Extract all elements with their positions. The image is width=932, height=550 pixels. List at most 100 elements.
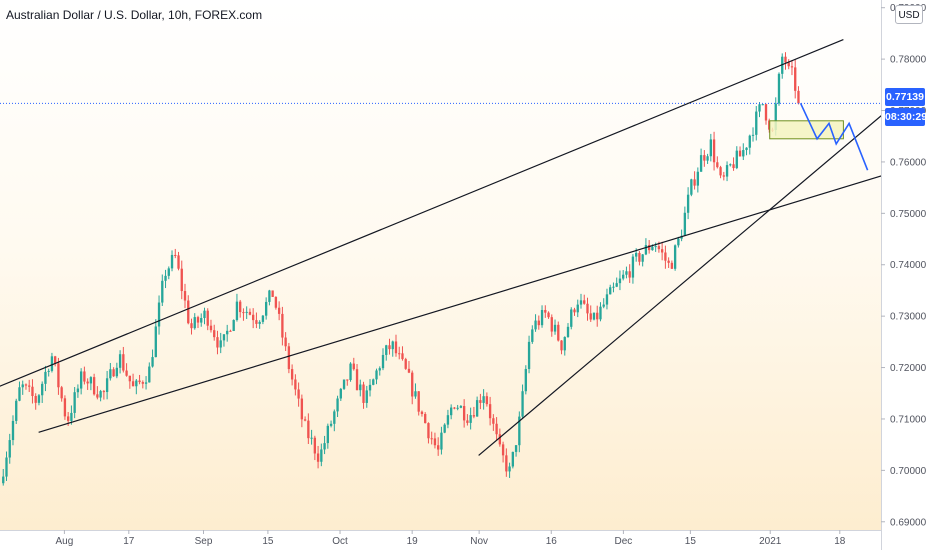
candle-body — [667, 260, 670, 263]
candle-body — [180, 268, 183, 292]
candle — [63, 395, 67, 420]
candle — [232, 319, 235, 332]
channel-lower-trendline — [38, 168, 904, 433]
candle-body — [742, 150, 745, 157]
candle-body — [719, 167, 722, 176]
candle-body — [5, 457, 8, 477]
candle — [544, 305, 547, 318]
candle — [96, 386, 99, 400]
candle-body — [216, 337, 219, 348]
candle — [213, 324, 216, 341]
candle — [378, 366, 381, 376]
candle-body — [391, 341, 394, 350]
candle — [248, 308, 252, 316]
candle — [414, 383, 417, 399]
candle — [372, 378, 375, 386]
candle — [277, 301, 281, 321]
candle-body — [622, 274, 625, 279]
candle-body — [15, 400, 18, 421]
y-tick-label: 0.71000 — [890, 414, 927, 425]
candle-body — [466, 420, 469, 423]
candle — [599, 302, 602, 322]
candle — [333, 409, 336, 432]
candle — [310, 429, 313, 445]
candle-body — [76, 388, 80, 393]
candle-body — [784, 56, 787, 63]
candle — [222, 334, 226, 347]
candle-body — [232, 320, 235, 331]
candle — [469, 407, 472, 430]
candle-body — [177, 255, 180, 269]
candle — [797, 86, 800, 105]
candle-body — [596, 312, 599, 320]
bar-countdown-tag: 08:30:29 — [885, 108, 927, 126]
candle-body — [316, 453, 320, 462]
candle-series[interactable] — [2, 52, 800, 486]
candle-body — [787, 62, 790, 67]
candle-body — [183, 291, 187, 301]
candle — [622, 270, 625, 281]
candle-body — [44, 371, 47, 384]
currency-badge[interactable]: USD — [895, 5, 923, 24]
x-tick-label: Dec — [614, 536, 632, 547]
drawings-layer[interactable] — [0, 39, 904, 456]
candle-body — [2, 476, 5, 484]
candle — [365, 385, 368, 408]
candle — [751, 127, 755, 142]
candle — [505, 448, 508, 477]
candle — [433, 432, 437, 449]
candle-body — [738, 150, 742, 157]
candle — [407, 361, 411, 374]
candle-body — [755, 111, 758, 135]
candle — [628, 264, 631, 283]
candle — [427, 422, 430, 444]
candle-body — [37, 395, 41, 403]
candle-body — [310, 437, 313, 439]
candle-body — [190, 323, 193, 329]
candle — [586, 297, 589, 321]
candle-body — [472, 415, 476, 417]
candle-body — [570, 309, 573, 327]
candle — [398, 346, 401, 360]
candle-body — [696, 171, 700, 186]
candle-body — [521, 391, 524, 417]
candle-body — [631, 256, 635, 278]
support-zone-box — [769, 120, 844, 140]
candle — [235, 293, 239, 322]
candle-body — [96, 394, 99, 398]
candle-body — [50, 356, 54, 371]
candle-body — [609, 287, 612, 295]
candle-body — [148, 366, 151, 383]
candle-body — [508, 466, 511, 472]
candle-body — [589, 313, 592, 320]
candle — [255, 312, 258, 329]
candle — [164, 269, 167, 289]
candle-body — [453, 407, 456, 409]
candle — [34, 393, 37, 410]
candle-body — [196, 317, 200, 323]
chart-title: Australian Dollar / U.S. Dollar, 10h, FO… — [6, 8, 263, 22]
candle-body — [544, 309, 547, 313]
candle — [742, 143, 745, 161]
candle — [352, 357, 355, 371]
candle-body — [498, 434, 502, 445]
candle — [462, 399, 466, 428]
candle — [193, 313, 196, 330]
candle-body — [764, 104, 768, 121]
candle-body — [57, 363, 60, 388]
candle — [24, 383, 28, 390]
candle — [794, 59, 797, 99]
candle — [589, 305, 592, 322]
candle-body — [586, 303, 589, 314]
candle — [151, 349, 154, 368]
candle — [735, 146, 738, 170]
candle — [667, 257, 670, 268]
x-tick-label: 16 — [546, 536, 558, 547]
candle — [625, 266, 628, 279]
candle — [501, 441, 505, 463]
candle — [388, 338, 391, 355]
channel-upper-trendline — [0, 39, 844, 387]
candle — [245, 306, 248, 319]
